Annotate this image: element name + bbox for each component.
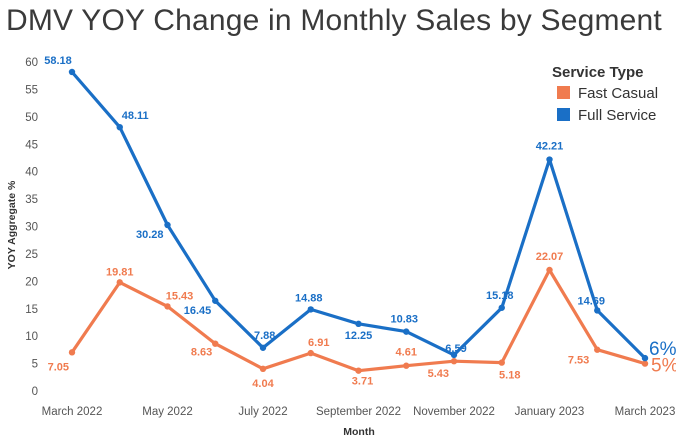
- y-tick-label: 10: [25, 331, 38, 343]
- data-label: 22.07: [536, 251, 564, 263]
- legend-label-full-service: Full Service: [578, 107, 656, 124]
- data-point[interactable]: [594, 346, 601, 353]
- data-label: 4.61: [396, 347, 417, 359]
- y-tick-label: 50: [25, 112, 38, 124]
- chart-title: DMV YOY Change in Monthly Sales by Segme…: [6, 4, 662, 37]
- x-tick-label: March 2022: [42, 406, 103, 418]
- data-label: 6.59: [445, 343, 466, 355]
- legend[interactable]: Service Type Fast Casual Full Service: [552, 64, 658, 124]
- x-tick-label: September 2022: [316, 406, 401, 418]
- y-tick-label: 20: [25, 276, 38, 288]
- x-tick-label: January 2023: [515, 406, 585, 418]
- data-point[interactable]: [594, 307, 601, 314]
- legend-swatch-fast-casual: [557, 86, 570, 99]
- y-tick-label: 60: [25, 57, 38, 69]
- data-label: 42.21: [536, 141, 564, 153]
- data-point[interactable]: [164, 221, 171, 229]
- data-label: 15.43: [166, 290, 194, 302]
- data-label: 3.71: [352, 376, 373, 388]
- x-tick-label: July 2022: [238, 406, 287, 418]
- data-point[interactable]: [212, 297, 219, 304]
- y-tick-label: 45: [25, 139, 38, 151]
- data-point[interactable]: [307, 306, 314, 313]
- data-label: 19.81: [106, 266, 134, 278]
- data-label: 14.88: [295, 292, 323, 304]
- data-point[interactable]: [403, 362, 410, 369]
- data-point[interactable]: [164, 303, 171, 310]
- data-label: 6.91: [308, 337, 329, 349]
- data-label: 10.83: [390, 314, 418, 326]
- data-label: 7.53: [568, 355, 589, 367]
- data-point[interactable]: [355, 320, 362, 328]
- series-layer: 7.05 19.81 15.43 8.63 4.04 6.91 3.71 4.61 5.43 5.…: [44, 55, 676, 390]
- data-label: 48.11: [122, 110, 149, 122]
- x-axis: March 2022 May 2022 July 2022 September 202…: [42, 406, 676, 418]
- data-label: 7.05: [48, 361, 69, 373]
- y-tick-label: 30: [25, 222, 38, 234]
- data-point[interactable]: [450, 351, 458, 359]
- data-label: 12.25: [345, 330, 373, 342]
- data-label: 30.28: [136, 229, 164, 241]
- data-point[interactable]: [307, 349, 314, 357]
- x-axis-title: Month: [343, 426, 375, 438]
- data-point[interactable]: [355, 367, 362, 374]
- data-point[interactable]: [450, 358, 458, 365]
- data-point[interactable]: [68, 349, 76, 356]
- data-point[interactable]: [498, 359, 505, 366]
- legend-label-fast-casual: Fast Casual: [578, 85, 658, 102]
- y-tick-label: 25: [25, 249, 38, 261]
- data-point[interactable]: [403, 328, 410, 335]
- data-label: 5.18: [499, 370, 520, 382]
- x-tick-label: March 2023: [615, 406, 676, 418]
- data-point[interactable]: [116, 279, 123, 286]
- data-label: 14.69: [577, 295, 605, 307]
- y-tick-label: 15: [25, 304, 38, 316]
- data-point[interactable]: [68, 68, 76, 76]
- data-point[interactable]: [641, 360, 649, 367]
- series-full-service: 58.18 48.11 30.28 16.45 7.88 14.88 12.25 10.83 6…: [44, 55, 676, 362]
- data-point[interactable]: [641, 354, 649, 362]
- data-point[interactable]: [259, 365, 267, 373]
- data-label: 15.18: [486, 290, 514, 302]
- y-axis-title: YOY Aggregate %: [6, 180, 18, 269]
- data-point[interactable]: [259, 344, 267, 351]
- end-value-label: 6%: [649, 339, 676, 360]
- y-tick-label: 40: [25, 167, 38, 179]
- end-value-label: 5%: [651, 356, 676, 377]
- data-point[interactable]: [498, 304, 505, 311]
- legend-title: Service Type: [552, 64, 643, 81]
- series-line: [70, 268, 646, 373]
- data-label: 8.63: [191, 347, 212, 359]
- data-label: 7.88: [254, 330, 275, 342]
- data-label: 16.45: [184, 305, 212, 317]
- y-axis: 0 5 10 15 20 25 30 35 40 45 50 55 60: [25, 57, 38, 398]
- data-point[interactable]: [546, 266, 553, 274]
- data-point[interactable]: [212, 340, 219, 347]
- x-tick-label: November 2022: [413, 406, 495, 418]
- data-label: 5.43: [428, 368, 449, 380]
- y-tick-label: 35: [25, 194, 38, 206]
- x-tick-label: May 2022: [142, 406, 193, 418]
- data-point[interactable]: [546, 156, 553, 163]
- data-point[interactable]: [116, 123, 123, 131]
- y-tick-label: 5: [32, 359, 38, 371]
- data-label: 4.04: [252, 378, 274, 390]
- series-fast-casual: 7.05 19.81 15.43 8.63 4.04 6.91 3.71 4.61 5.43 5.…: [48, 251, 676, 390]
- data-label: 58.18: [44, 55, 72, 67]
- y-tick-label: 55: [25, 84, 38, 96]
- y-tick-label: 0: [32, 386, 38, 398]
- legend-swatch-full-service: [557, 108, 570, 121]
